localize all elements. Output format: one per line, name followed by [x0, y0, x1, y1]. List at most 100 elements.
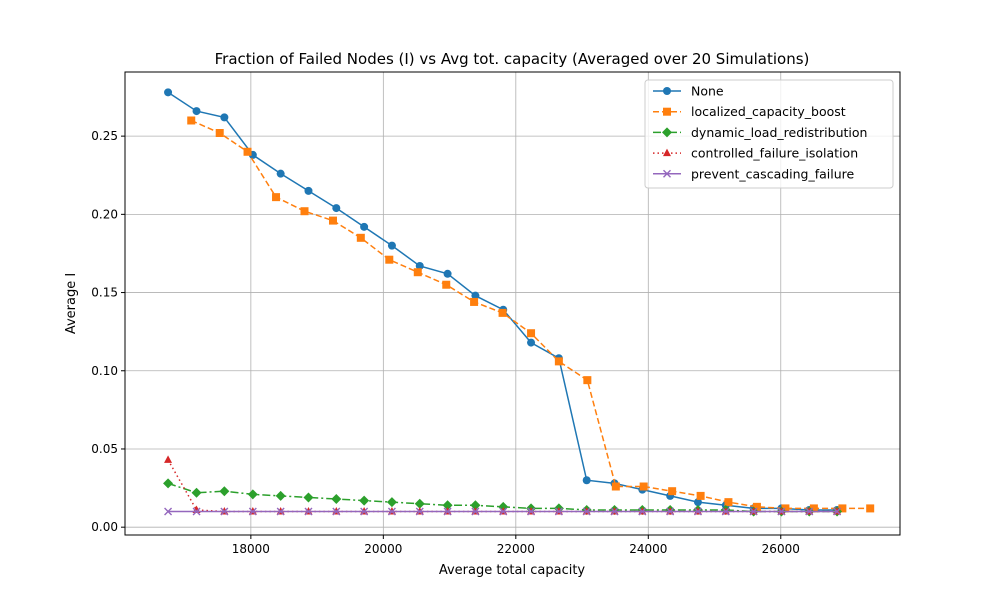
data-point — [328, 216, 337, 225]
data-point — [386, 497, 397, 508]
data-point — [359, 495, 370, 506]
data-point — [499, 507, 508, 516]
data-point — [300, 207, 309, 216]
data-point — [164, 507, 173, 516]
data-point — [443, 269, 452, 278]
data-point — [220, 507, 229, 516]
legend-box — [644, 79, 894, 189]
data-point — [805, 507, 814, 516]
data-point — [498, 308, 507, 317]
legend-label: controlled_failure_isolation — [691, 146, 858, 161]
data-point — [838, 504, 847, 513]
data-point — [360, 507, 369, 516]
data-point — [471, 291, 480, 300]
data-point — [527, 507, 536, 516]
y-tick-label: 0.25 — [91, 129, 118, 143]
x-tick-label: 22000 — [497, 542, 535, 556]
data-point — [276, 507, 285, 516]
data-point — [833, 507, 842, 516]
legend-entry: controlled_failure_isolation — [653, 146, 858, 161]
data-point — [331, 494, 342, 505]
data-point — [668, 487, 677, 496]
plot-series — [163, 88, 875, 517]
y-axis-label: Average I — [64, 273, 79, 334]
legend-entry: dynamic_load_redistribution — [653, 125, 867, 140]
legend-label: localized_capacity_boost — [691, 104, 846, 119]
data-point — [610, 507, 619, 516]
data-point — [611, 482, 620, 491]
legend-entry: None — [653, 84, 724, 99]
data-point — [303, 492, 314, 503]
data-point — [638, 507, 647, 516]
data-point — [471, 507, 480, 516]
legend-label: prevent_cascading_failure — [691, 166, 855, 181]
data-point — [442, 280, 451, 289]
data-point — [387, 507, 396, 516]
data-point — [387, 241, 396, 250]
x-tick-label: 20000 — [364, 542, 402, 556]
data-point — [693, 507, 702, 516]
data-point — [275, 490, 286, 501]
data-point — [164, 455, 173, 463]
x-axis-label: Average total capacity — [439, 563, 586, 578]
data-point — [696, 491, 705, 500]
data-point — [304, 507, 313, 516]
data-point — [554, 507, 563, 516]
legend-entry: prevent_cascading_failure — [653, 166, 855, 181]
data-point — [332, 507, 341, 516]
data-point — [866, 504, 875, 513]
y-tick-label: 0.15 — [91, 286, 118, 300]
legend-entry: localized_capacity_boost — [653, 104, 846, 119]
plot-frame — [124, 71, 901, 536]
data-point — [414, 498, 425, 509]
data-point — [470, 500, 481, 511]
data-point — [163, 478, 174, 489]
axis-ticks: 18000 20000 22000 24000 26000 0.00 0.05 0.10 0.1… — [91, 129, 800, 556]
x-tick-label: 24000 — [629, 542, 667, 556]
x-tick-label: 26000 — [762, 542, 800, 556]
data-point — [215, 129, 224, 138]
legend-marker — [663, 87, 671, 95]
data-point — [191, 487, 202, 498]
data-point — [219, 486, 230, 497]
data-point — [247, 489, 258, 500]
data-point — [192, 107, 201, 116]
series-prevent-cascading-failure — [164, 507, 842, 516]
data-point — [360, 222, 369, 231]
legend: None localized_capacity_boost dynamic_load… — [644, 79, 894, 189]
data-point — [385, 255, 394, 264]
data-point — [752, 502, 761, 511]
legend-marker — [662, 127, 672, 138]
data-point — [693, 498, 702, 507]
data-point — [243, 147, 252, 156]
data-point — [192, 507, 201, 516]
legend-label: None — [691, 84, 724, 99]
data-point — [332, 204, 341, 213]
chart-title: Fraction of Failed Nodes (I) vs Avg tot.… — [215, 50, 810, 68]
data-point — [749, 507, 758, 516]
data-point — [809, 504, 818, 513]
data-point — [582, 476, 591, 485]
data-point — [442, 500, 453, 511]
data-point — [777, 507, 786, 516]
data-point — [527, 329, 536, 338]
data-point — [554, 357, 563, 366]
data-point — [304, 186, 313, 195]
data-point — [272, 193, 281, 202]
data-point — [639, 482, 648, 491]
x-tick-label: 18000 — [232, 542, 270, 556]
legend-marker — [663, 107, 671, 116]
data-point — [470, 297, 479, 306]
data-point — [781, 504, 790, 513]
data-point — [220, 113, 229, 122]
legend-marker — [663, 148, 671, 157]
legend-label: dynamic_load_redistribution — [691, 125, 867, 140]
data-point — [527, 338, 536, 347]
series-localized-capacity-boost — [187, 116, 875, 513]
data-point — [443, 507, 452, 516]
data-point — [666, 507, 675, 516]
y-tick-label: 0.05 — [91, 442, 118, 456]
legend-marker — [663, 169, 671, 178]
data-point — [415, 507, 424, 516]
y-tick-label: 0.20 — [91, 207, 118, 221]
